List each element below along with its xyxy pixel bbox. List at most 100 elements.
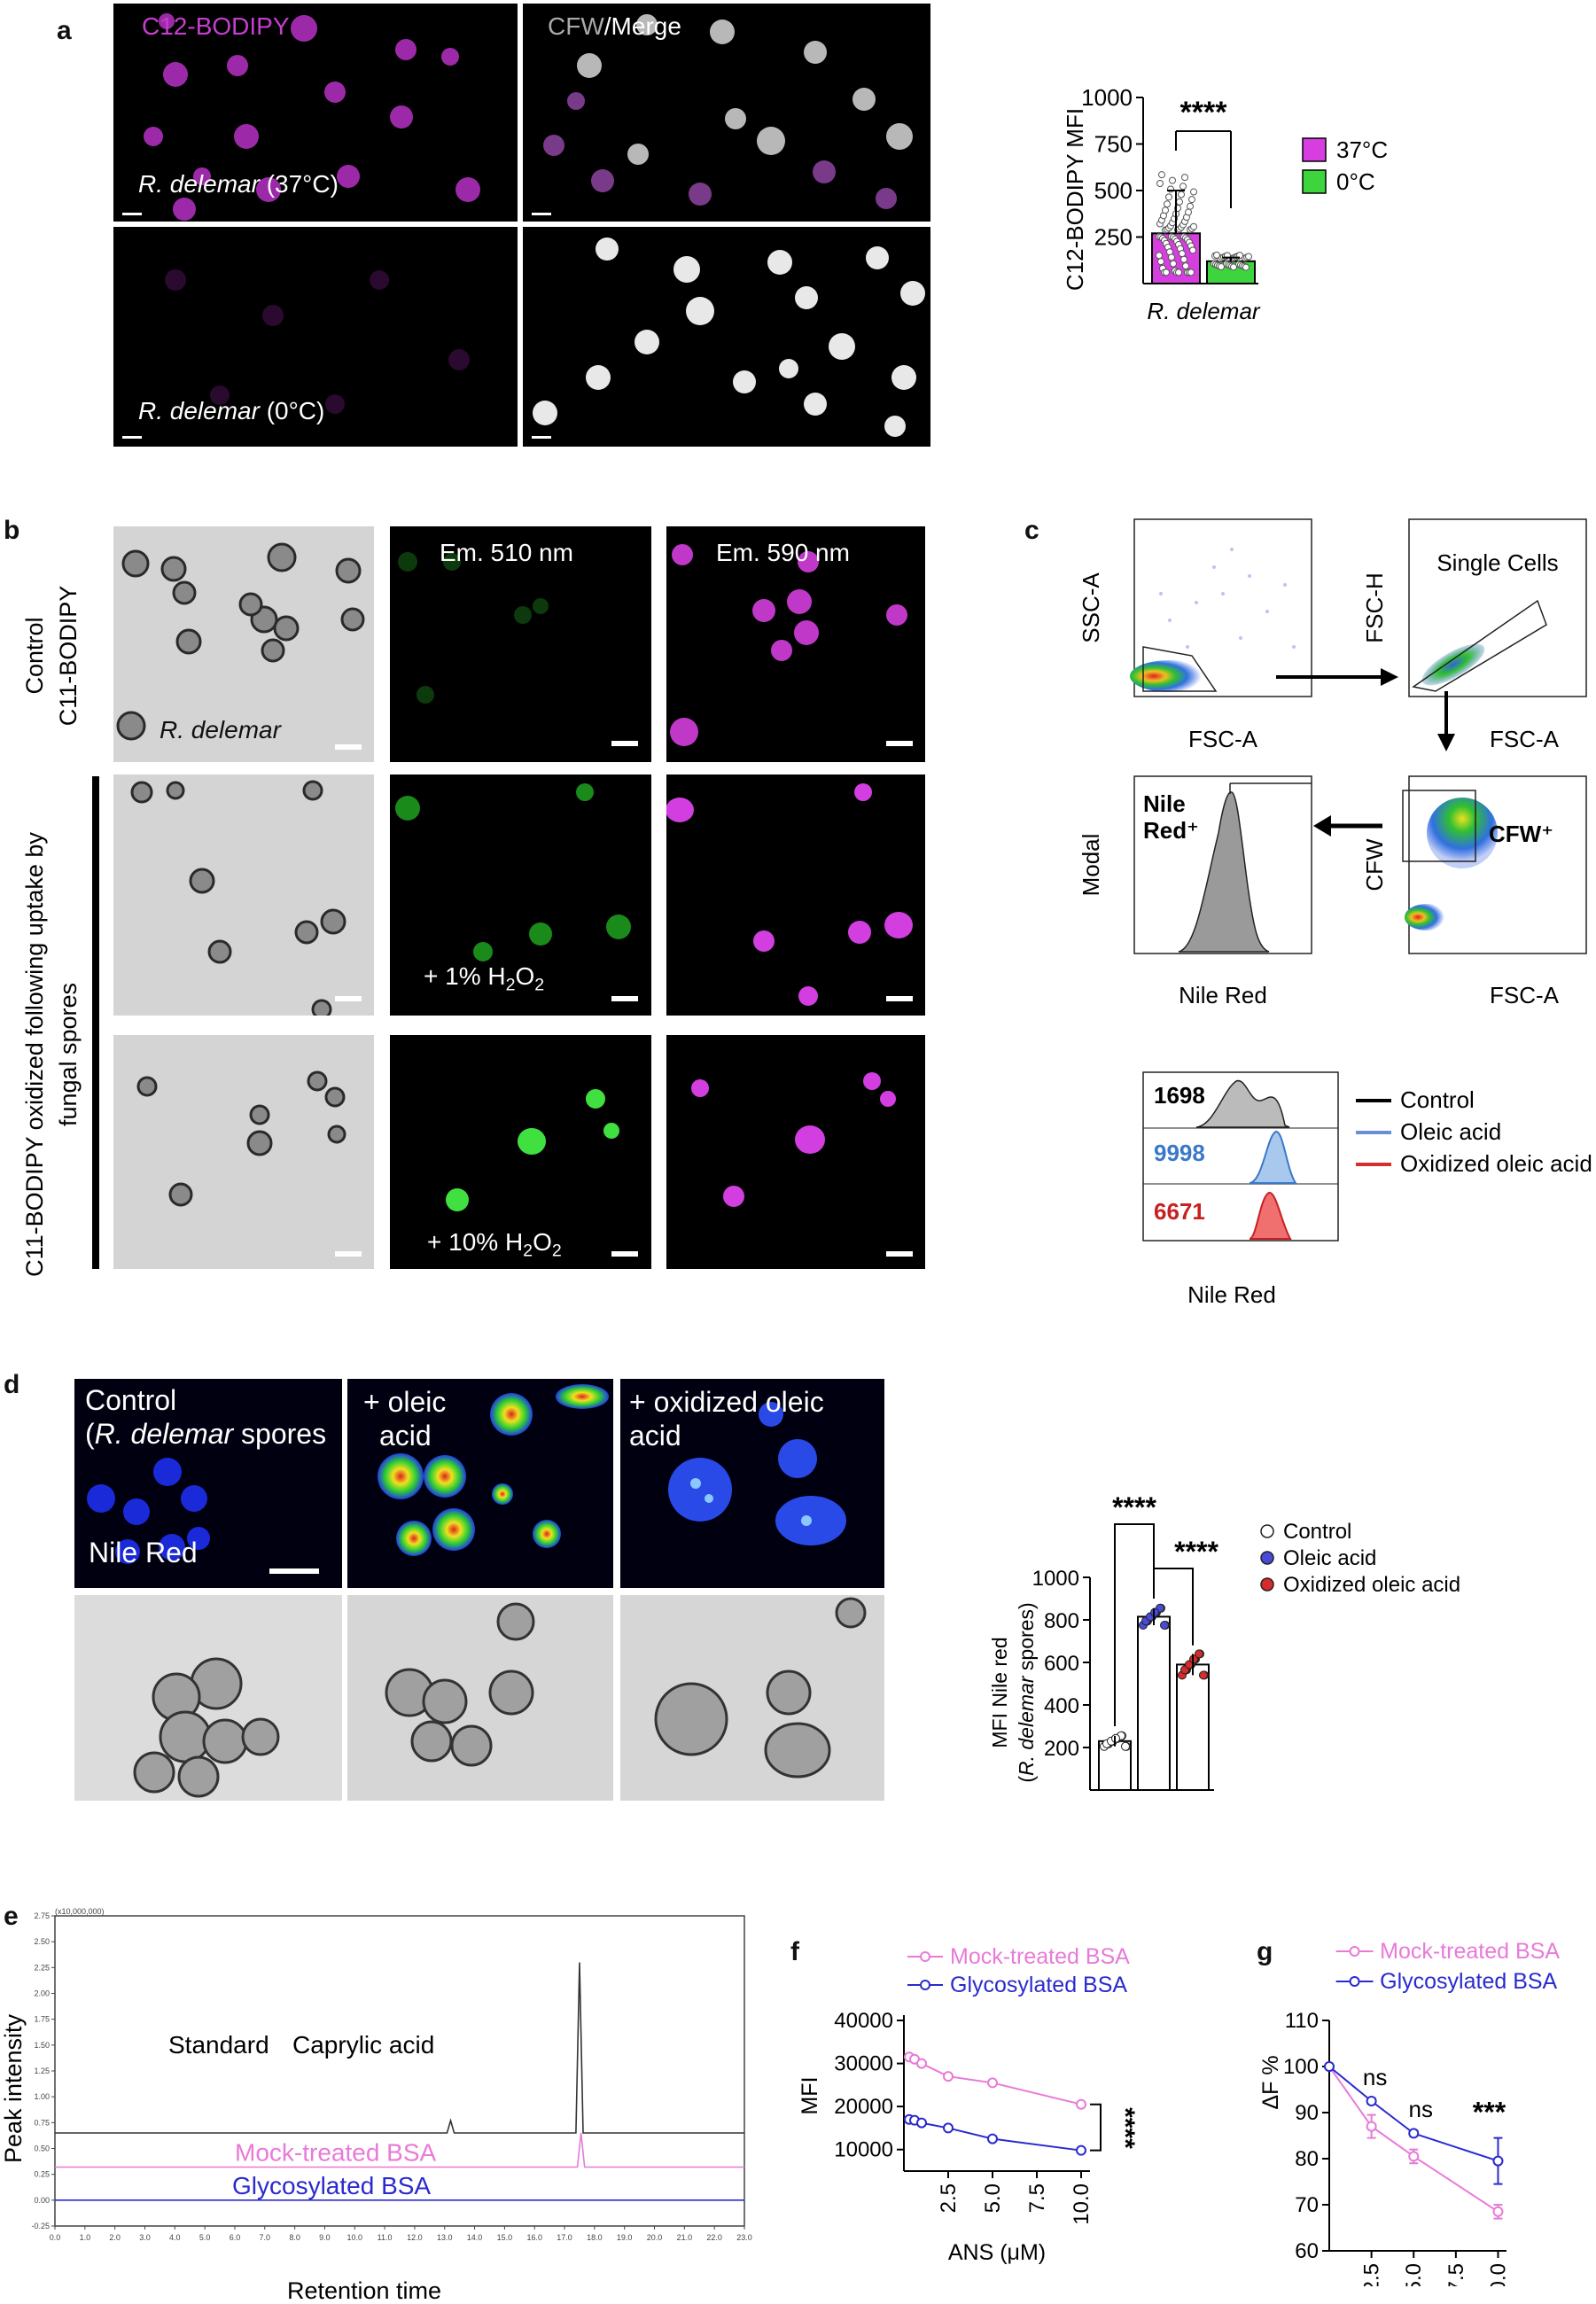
spores-d-control <box>133 1657 280 1798</box>
data-point <box>1188 196 1195 204</box>
legend-label-1: Oleic acid <box>1283 1546 1376 1570</box>
label-em590: Em. 590 nm <box>716 539 850 566</box>
scale-bar <box>886 741 913 746</box>
panel-label-g: g <box>1257 1937 1273 1966</box>
bracket-bar <box>92 776 99 1269</box>
y-tick-label: 250 <box>1094 224 1133 251</box>
data-point <box>1324 2061 1335 2072</box>
brightfield-control: R. delemar <box>113 526 374 762</box>
single-cells-label: Single Cells <box>1436 549 1558 576</box>
data-point <box>1492 2155 1504 2167</box>
legend-marker-0 <box>1349 1946 1360 1957</box>
data-point <box>1121 1741 1130 1751</box>
y-tick-label: 90 <box>1295 2101 1319 2125</box>
nile-red-axis-1: Nile Red <box>1179 982 1267 1008</box>
panel-label-c: c <box>1024 516 1039 545</box>
data-point <box>1176 198 1183 206</box>
x-tick-label: 20.0 <box>647 2233 663 2242</box>
green-1pct <box>395 783 631 961</box>
series-line-0 <box>1328 2066 1499 2213</box>
x-tick-label: 19.0 <box>617 2233 633 2242</box>
scale-bar <box>886 996 913 1001</box>
label-strain-0: R. delemar (0°C) <box>138 397 325 424</box>
data-point <box>1199 1670 1208 1680</box>
data-point <box>1182 262 1189 270</box>
x-tick-label: 16.0 <box>526 2233 542 2242</box>
data-point <box>1164 200 1171 208</box>
brightfield-d-oleic <box>347 1595 613 1801</box>
label-oxidized-1: + oxidized oleic <box>629 1386 824 1418</box>
data-point <box>1189 246 1196 254</box>
sig-bracket-1 <box>1114 1523 1155 1726</box>
brightfield-d-control <box>74 1595 342 1801</box>
label-strain-37: R. delemar (37°C) <box>138 170 339 198</box>
magenta-1pct <box>666 783 913 1006</box>
cells-magenta-37 <box>144 13 480 221</box>
micrograph-c12-37: C12-BODIPY R. delemar (37°C) <box>113 4 518 222</box>
x-tick-label: 2.5 <box>937 2183 961 2213</box>
x-tick-label: 21.0 <box>677 2233 693 2242</box>
scale-bar <box>886 1251 913 1257</box>
panel-label-b: b <box>4 516 20 545</box>
x-tick-label: 10.0 <box>346 2233 362 2242</box>
label-oleic-1: + oleic <box>363 1386 447 1418</box>
bar-1 <box>1137 1615 1171 1791</box>
y-axis-label: ΔF % <box>1258 2055 1283 2109</box>
data-point <box>1179 183 1187 191</box>
spores-bf-control <box>116 542 365 741</box>
y-tick-label: 1.75 <box>34 2015 50 2024</box>
data-point <box>987 2133 998 2144</box>
brightfield-10pct <box>113 1035 374 1269</box>
label-h2o2-1: + 1% H2O2 <box>424 962 545 995</box>
magenta-10pct <box>691 1072 896 1207</box>
spores-d-oleic <box>385 1602 535 1767</box>
label-c11-oxidized: C11-BODIPY oxidized following uptake by <box>21 832 48 1277</box>
cells-dim-0 <box>165 269 470 414</box>
x-tick-label: 0.0 <box>50 2233 61 2242</box>
label-nile-red-d: Nile Red <box>89 1537 198 1568</box>
y-tick-label: 500 <box>1094 177 1133 204</box>
fsc-a-label-2: FSC-A <box>1490 726 1560 752</box>
significance-2: ns <box>1409 2096 1433 2122</box>
scale-bar <box>611 741 638 746</box>
x-axis-label: ANS (μM) <box>948 2240 1046 2265</box>
label-caprylic: Caprylic acid <box>292 2031 434 2059</box>
legend-label-0: 37°C <box>1336 136 1388 163</box>
spores-bf-10pct <box>136 1070 346 1207</box>
mfi-oxidized: 6671 <box>1154 1198 1205 1225</box>
y-tick-label: 0.00 <box>34 2196 50 2205</box>
label-control: Control <box>21 617 48 694</box>
bar-2 <box>1176 1663 1210 1791</box>
flow-cytometry-gating: SSC-A FSC-A Single Cells FSC-H FSC-A Nil… <box>1078 518 1592 1308</box>
dim-green-control <box>398 552 549 704</box>
em590-1pct <box>666 774 925 1016</box>
y-axis-label: C12-BODIPY MFI <box>1062 108 1088 291</box>
data-point <box>1230 263 1237 271</box>
modal-label: Modal <box>1078 834 1104 897</box>
x-tick-label: 3.0 <box>139 2233 151 2242</box>
panel-label-a: a <box>57 16 72 45</box>
series-line-0 <box>55 1962 744 2134</box>
legend-label-0: Control <box>1283 1520 1351 1544</box>
green-10pct <box>446 1089 619 1211</box>
significance-label: **** <box>1110 2107 1140 2149</box>
label-strain-b: R. delemar <box>160 716 281 743</box>
label-cfw-merge: CFW/Merge <box>548 12 681 40</box>
chart-chromatogram: -0.25 0.00 0.25 0.50 0.75 1.00 1.25 1.50 1.75 2.0… <box>0 1907 752 2304</box>
data-point <box>1366 2121 1377 2132</box>
data-point <box>1076 2098 1086 2110</box>
y-axis-label-1: MFI Nile red <box>988 1637 1011 1747</box>
y-tick-label: 30000 <box>834 2052 893 2076</box>
x-tick-label: 10.0 <box>1486 2263 1510 2286</box>
em590-10pct <box>666 1035 925 1269</box>
label-mock: Mock-treated BSA <box>235 2139 437 2167</box>
data-point <box>1179 250 1186 258</box>
y-tick-label: 2.00 <box>34 1989 50 1998</box>
x-tick-label: 5.0 <box>1402 2263 1426 2286</box>
legend-marker-2 <box>1260 1577 1274 1592</box>
cells-white-0 <box>533 237 925 437</box>
legend-swatch-1 <box>1302 169 1327 194</box>
sig-bracket-2 <box>1153 1563 1194 1646</box>
label-fungal-spores: fungal spores <box>55 983 82 1126</box>
data-point <box>1169 176 1176 184</box>
